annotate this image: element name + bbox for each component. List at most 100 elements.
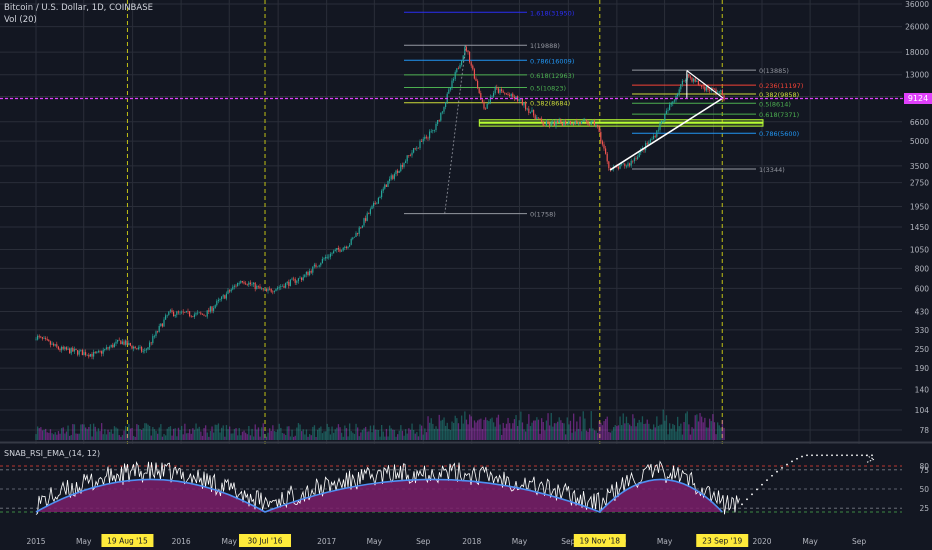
volume-bar bbox=[637, 422, 639, 440]
time-tick: 2018 bbox=[462, 537, 481, 546]
candle-body bbox=[696, 80, 698, 82]
volume-bar bbox=[107, 429, 109, 440]
volume-bar bbox=[683, 422, 685, 440]
candle-body bbox=[445, 102, 447, 107]
volume-bar bbox=[691, 427, 693, 440]
candle-body bbox=[373, 203, 375, 207]
candle-body bbox=[262, 288, 264, 290]
volume-bar bbox=[713, 422, 716, 440]
candle-body bbox=[102, 350, 104, 354]
volume-bar bbox=[547, 413, 549, 440]
date-marker-tag-0 bbox=[101, 534, 154, 547]
volume-bar bbox=[78, 433, 80, 440]
volume-bar bbox=[513, 419, 516, 440]
candle-body bbox=[478, 87, 480, 94]
candle-body bbox=[123, 341, 125, 345]
candle-body bbox=[109, 346, 111, 349]
volume-bar bbox=[472, 427, 474, 440]
volume-bar bbox=[565, 434, 567, 440]
volume-bar bbox=[541, 418, 543, 440]
rsi-projection-dot bbox=[771, 474, 773, 477]
candle-body bbox=[387, 181, 389, 187]
candle-body bbox=[585, 120, 587, 122]
rsi-tick: 50 bbox=[919, 485, 929, 494]
candle-body bbox=[150, 342, 152, 344]
volume-bar bbox=[200, 431, 202, 440]
candle-body bbox=[536, 117, 538, 120]
volume-bar bbox=[121, 435, 124, 440]
candle-body bbox=[635, 158, 637, 159]
candle-body bbox=[166, 314, 168, 316]
rsi-projection-dot bbox=[786, 463, 788, 466]
indicator-label[interactable]: SNAB_RSI_EMA_(14, 12) bbox=[4, 449, 101, 458]
volume-bar bbox=[189, 429, 191, 440]
candle-body bbox=[349, 244, 351, 247]
candle-body bbox=[576, 120, 578, 124]
candle-body bbox=[265, 289, 267, 291]
candle-body bbox=[201, 313, 203, 315]
volume-bar bbox=[665, 415, 668, 440]
candle-body bbox=[125, 340, 127, 345]
candle-body bbox=[49, 341, 51, 345]
volume-bar bbox=[317, 429, 319, 440]
volume-bar bbox=[454, 415, 456, 440]
date-marker-tag-1 bbox=[239, 534, 292, 547]
symbol-title[interactable]: Bitcoin / U.S. Dollar, 1D, COINBASE bbox=[4, 3, 153, 13]
price-tick: 1050 bbox=[910, 245, 929, 254]
candle-body bbox=[632, 160, 634, 162]
volume-bar bbox=[504, 427, 506, 440]
volume-bar bbox=[576, 421, 578, 440]
candle-body bbox=[467, 50, 469, 52]
volume-bar bbox=[41, 430, 44, 440]
time-tick: May bbox=[657, 537, 673, 546]
candle-body bbox=[333, 251, 335, 254]
candle-body bbox=[545, 121, 547, 126]
volume-bar bbox=[109, 431, 111, 440]
volume-bar bbox=[621, 425, 623, 440]
volume-bar bbox=[427, 416, 429, 440]
volume-bar bbox=[376, 429, 378, 440]
candle-body bbox=[534, 115, 536, 120]
volume-bar bbox=[718, 425, 720, 440]
volume-bar bbox=[65, 431, 68, 440]
price-axis[interactable]: 3600026000180001300095006600500035002750… bbox=[905, 0, 929, 513]
volume-bar bbox=[301, 431, 303, 440]
candle-body bbox=[352, 237, 354, 239]
volume-bar bbox=[86, 429, 88, 440]
rsi-projection-dot bbox=[826, 454, 828, 457]
volume-bar bbox=[312, 426, 314, 440]
volume-bar bbox=[395, 436, 397, 440]
candle-body bbox=[483, 102, 485, 109]
candle-body bbox=[219, 299, 221, 300]
candle-body bbox=[243, 282, 245, 284]
candle-body bbox=[118, 339, 120, 341]
volume-bar bbox=[675, 431, 677, 440]
candle-body bbox=[269, 288, 271, 290]
candle-body bbox=[317, 266, 319, 268]
time-axis[interactable]: 2015MaySep2016MaySep2017MaySep2018MaySep… bbox=[26, 537, 866, 546]
volume-bar bbox=[285, 435, 287, 440]
candle-body bbox=[525, 102, 527, 110]
candle-body bbox=[272, 291, 274, 293]
candle-body bbox=[600, 131, 602, 142]
volume-bar bbox=[705, 427, 708, 440]
volume-bar bbox=[333, 432, 335, 440]
candle-body bbox=[701, 85, 703, 87]
fib-left-label: 0.382(8684) bbox=[530, 100, 570, 108]
volume-bar bbox=[358, 436, 360, 440]
candle-body bbox=[374, 203, 376, 204]
volume-bar bbox=[304, 434, 306, 440]
volume-bar bbox=[77, 433, 79, 440]
price-tick: 3500 bbox=[910, 162, 929, 171]
volume-bar bbox=[51, 433, 53, 440]
volume-label[interactable]: Vol (20) bbox=[4, 15, 37, 25]
volume-bar bbox=[584, 418, 586, 440]
candle-body bbox=[678, 89, 680, 94]
rsi-projection-dot bbox=[831, 454, 833, 457]
candle-body bbox=[309, 271, 311, 276]
volume-bar bbox=[493, 422, 495, 440]
volume-bar bbox=[203, 428, 205, 440]
volume-bar bbox=[56, 434, 58, 440]
candle-body bbox=[85, 352, 87, 356]
